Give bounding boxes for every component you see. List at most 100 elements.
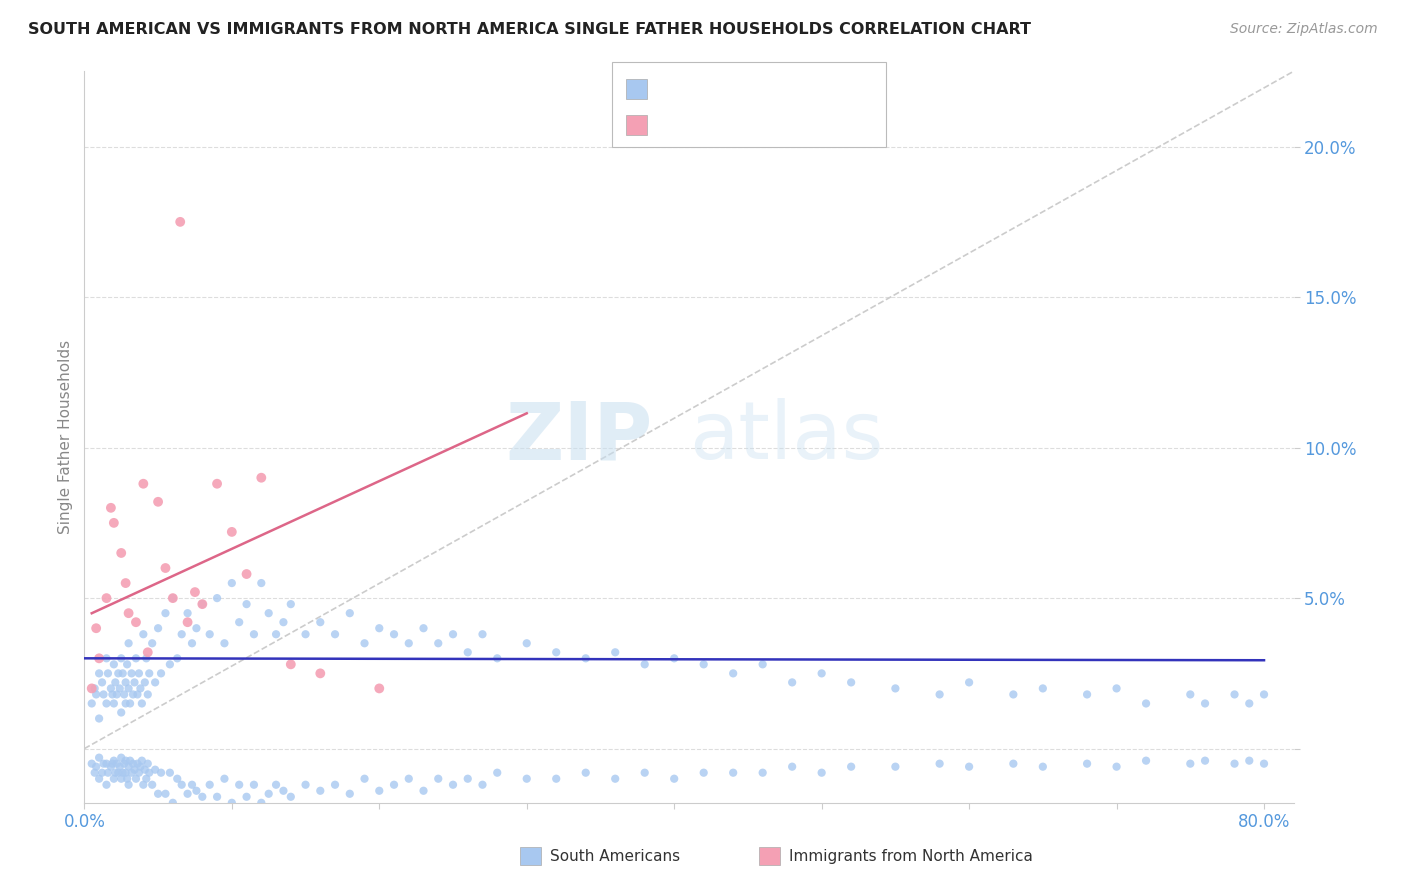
Point — [228, 615, 250, 630]
Point — [96, 778, 118, 792]
Point — [143, 675, 166, 690]
Point — [264, 778, 287, 792]
Point — [221, 796, 243, 810]
Point — [96, 756, 118, 771]
Point — [839, 760, 862, 774]
Point — [382, 778, 405, 792]
Point — [100, 681, 122, 696]
Text: Immigrants from North America: Immigrants from North America — [789, 849, 1032, 863]
Point — [87, 666, 110, 681]
Point — [91, 675, 114, 690]
Point — [191, 789, 214, 804]
Point — [141, 636, 163, 650]
Point — [114, 765, 136, 780]
Point — [166, 651, 188, 665]
Point — [111, 765, 134, 780]
Point — [155, 606, 177, 620]
Point — [323, 778, 346, 792]
Point — [1180, 688, 1202, 702]
Point — [191, 597, 214, 611]
Point — [110, 651, 132, 665]
Point — [146, 621, 169, 635]
Point — [115, 657, 138, 672]
Point — [136, 756, 159, 771]
Point — [138, 765, 160, 780]
Point — [114, 576, 136, 591]
Point — [884, 760, 907, 774]
Point — [134, 763, 156, 777]
Text: Source: ZipAtlas.com: Source: ZipAtlas.com — [1230, 22, 1378, 37]
Point — [1032, 760, 1054, 774]
Point — [1032, 681, 1054, 696]
Point — [692, 657, 714, 672]
Point — [114, 697, 136, 711]
Point — [1002, 756, 1025, 771]
Text: ZIP: ZIP — [505, 398, 652, 476]
Text: South Americans: South Americans — [550, 849, 681, 863]
Point — [117, 760, 139, 774]
Point — [486, 765, 509, 780]
Point — [136, 645, 159, 659]
Point — [150, 765, 173, 780]
Point — [107, 765, 129, 780]
Point — [280, 657, 302, 672]
Point — [810, 666, 832, 681]
Point — [111, 666, 134, 681]
Point — [125, 651, 148, 665]
Point — [294, 778, 316, 792]
Point — [280, 789, 302, 804]
Point — [108, 760, 131, 774]
Point — [159, 657, 181, 672]
Point — [309, 666, 332, 681]
Point — [84, 621, 107, 635]
Point — [162, 796, 184, 810]
Point — [471, 778, 494, 792]
Point — [1135, 754, 1157, 768]
Point — [221, 524, 243, 539]
Point — [132, 627, 155, 641]
Point — [176, 787, 198, 801]
Point — [957, 760, 980, 774]
Point — [155, 561, 177, 575]
Point — [575, 765, 598, 780]
Point — [546, 772, 568, 786]
Point — [235, 597, 257, 611]
Point — [107, 666, 129, 681]
Point — [114, 675, 136, 690]
Point — [664, 651, 686, 665]
Point — [205, 591, 228, 606]
Point — [135, 772, 157, 786]
Point — [235, 567, 257, 582]
Point — [83, 681, 105, 696]
Point — [257, 787, 280, 801]
Point — [516, 772, 538, 786]
Point — [368, 784, 391, 798]
Point — [368, 621, 391, 635]
Point — [101, 688, 124, 702]
Point — [1239, 754, 1261, 768]
Point — [780, 675, 803, 690]
Point — [1194, 697, 1216, 711]
Point — [97, 765, 120, 780]
Point — [1180, 756, 1202, 771]
Point — [104, 765, 127, 780]
Point — [132, 476, 155, 491]
Point — [108, 681, 131, 696]
Point — [181, 778, 204, 792]
Point — [323, 627, 346, 641]
Point — [721, 666, 744, 681]
Point — [93, 688, 115, 702]
Point — [1223, 756, 1246, 771]
Point — [131, 754, 153, 768]
Point — [280, 597, 302, 611]
Point — [110, 772, 132, 786]
Point — [957, 675, 980, 690]
Point — [780, 760, 803, 774]
Point — [427, 772, 450, 786]
Point — [80, 681, 103, 696]
Text: R =  0.353   N = 26: R = 0.353 N = 26 — [655, 116, 831, 134]
Point — [1239, 697, 1261, 711]
Point — [176, 606, 198, 620]
Point — [112, 756, 135, 771]
Point — [131, 697, 153, 711]
